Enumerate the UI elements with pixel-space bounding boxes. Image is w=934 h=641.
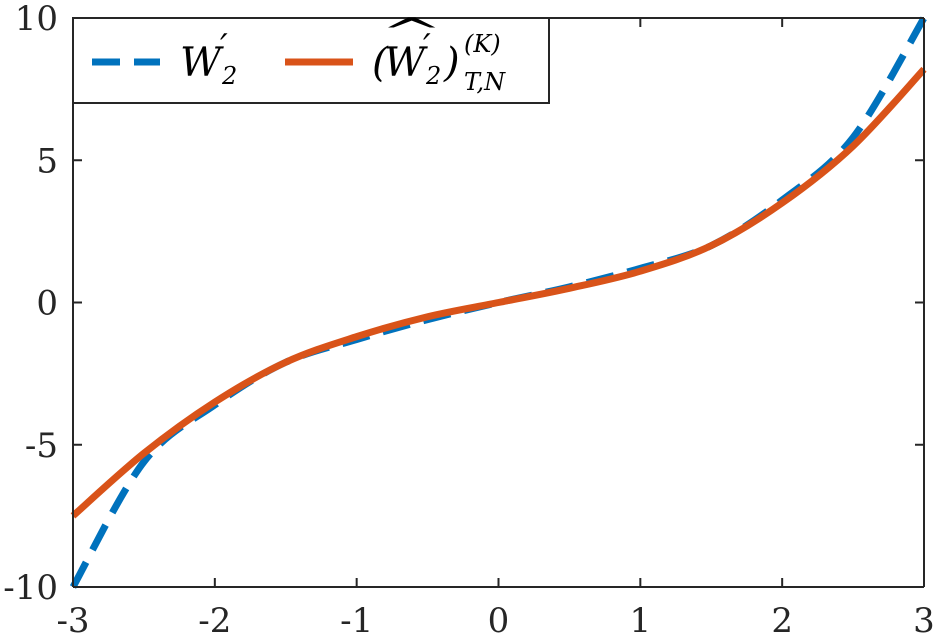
legend-label-series2-sup: (K) [464,30,501,58]
series-line-2 [70,66,927,519]
y-tick-label: -10 [3,568,58,608]
x-tick-label: 0 [488,601,510,641]
x-tick-label: -3 [56,601,89,641]
legend: W ′ 2 ( ^ W ′ 2 ) (K) T,N [72,11,550,104]
legend-label-series2-prime: ′ [423,27,431,67]
legend-label-series2: ( ^ W ′ 2 ) (K) T,N [372,11,506,96]
x-tick-label: 1 [630,601,652,641]
legend-label-series1-prime: ′ [220,27,228,67]
x-tick-label: -2 [198,601,231,641]
legend-label-series1: W ′ 2 [180,27,237,90]
y-tick-label: 0 [36,284,58,324]
legend-label-series1-sub: 2 [221,62,237,90]
legend-label-series2-lower: T,N [464,68,506,96]
series-layer [69,16,928,589]
y-tick-label: 10 [15,0,58,39]
legend-label-series2-hat: ^ [380,11,443,53]
x-tick-label: -1 [340,601,373,641]
legend-label-series2-sub: 2 [425,62,441,90]
y-tick-label: 5 [36,141,58,181]
legend-label-series2-close: ) [443,40,460,86]
legend-label-series2-base: W [384,40,428,86]
legend-label-series2-open: ( [372,40,389,86]
y-tick-label: -5 [25,426,58,466]
x-tick-label: 3 [913,601,934,641]
legend-label-series1-base: W [180,40,224,86]
x-tick-label: 2 [771,601,793,641]
